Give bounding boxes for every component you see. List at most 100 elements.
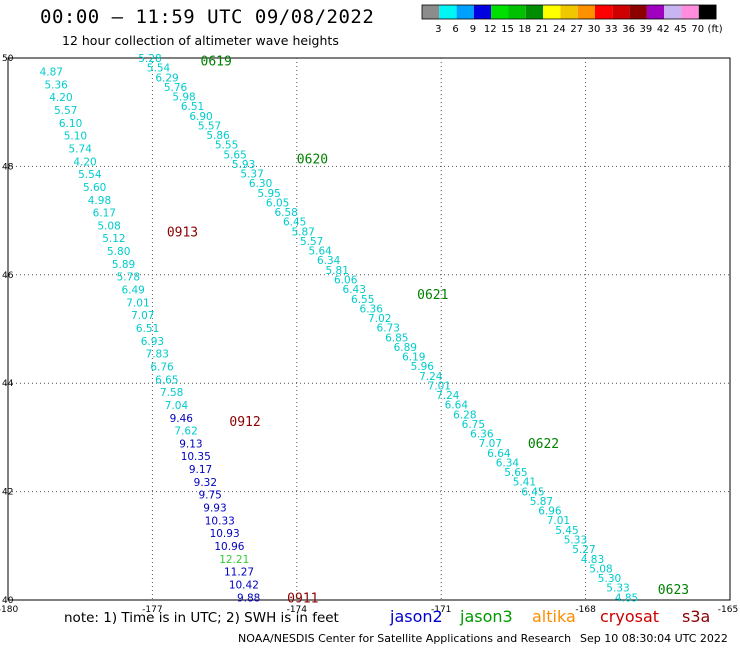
wave-height-value: 6.06 (334, 274, 358, 286)
wave-height-value: 7.01 (126, 297, 149, 309)
wave-height-value: 7.24 (436, 390, 460, 402)
wave-height-value: 6.34 (496, 457, 520, 469)
lon-tick-label: -177 (142, 605, 162, 615)
legend-label: 21 (536, 24, 549, 35)
legend-label: (ft) (708, 24, 723, 35)
wave-height-value: 7.62 (174, 426, 197, 438)
wave-height-value: 6.93 (141, 336, 164, 348)
legend-swatch (577, 5, 595, 19)
legend-swatch (612, 5, 630, 19)
satellite-jason2: jason2 (390, 607, 443, 626)
wave-height-value: 6.51 (136, 323, 159, 335)
legend-label: 3 (435, 24, 441, 35)
wave-height-value: 7.07 (479, 438, 502, 450)
wave-height-value: 7.01 (428, 380, 451, 392)
wave-height-value: 5.95 (257, 188, 280, 200)
wave-height-value: 10.93 (210, 528, 240, 540)
satellite-cryosat: cryosat (600, 607, 660, 626)
wave-height-value: 6.36 (470, 429, 494, 441)
wave-height-value: 5.93 (232, 159, 255, 171)
wave-height-value: 5.33 (564, 535, 587, 547)
satellite-s3a: s3a (682, 607, 711, 626)
wave-height-value: 5.28 (138, 53, 161, 65)
wave-height-value: 6.29 (155, 72, 178, 84)
wave-height-value: 4.20 (49, 92, 72, 104)
legend-label: 12 (484, 24, 497, 35)
pass-label: 0912 (229, 415, 260, 430)
wave-height-value: 6.75 (462, 419, 485, 431)
legend-swatch (595, 5, 613, 19)
wave-height-value: 5.12 (102, 233, 125, 245)
wave-height-value: 5.36 (44, 79, 68, 91)
wave-height-value: 5.55 (215, 140, 238, 152)
wave-height-value: 11.27 (224, 567, 254, 579)
lat-tick-label: 44 (2, 379, 14, 389)
wave-height-value: 6.10 (59, 118, 82, 130)
pass-label: 0619 (201, 55, 232, 70)
map-grid (7, 57, 731, 601)
wave-height-value: 5.78 (117, 272, 140, 284)
wave-height-value: 7.58 (160, 387, 183, 399)
wave-height-value: 6.45 (283, 217, 306, 229)
wave-height-value: 6.76 (150, 361, 174, 373)
wave-height-value: 6.58 (274, 207, 297, 219)
wave-height-value: 5.87 (291, 226, 314, 238)
legend-label: 9 (470, 24, 476, 35)
wave-height-value: 4.83 (581, 554, 604, 566)
footer-credit: NOAA/NESDIS Center for Satellite Applica… (238, 632, 572, 645)
wave-height-value: 6.30 (249, 178, 272, 190)
wave-height-value: 6.89 (394, 342, 417, 354)
legend-swatch (664, 5, 682, 19)
wave-height-value: 6.05 (266, 197, 289, 209)
wave-height-value: 9.17 (189, 464, 212, 476)
wave-height-value: 5.57 (198, 120, 221, 132)
wave-height-value: 6.43 (343, 284, 366, 296)
wave-height-value: 5.30 (598, 573, 621, 585)
wave-height-value: 6.73 (377, 323, 400, 335)
chart-title: 00:00 — 11:59 UTC 09/08/2022 (40, 6, 375, 28)
pass-label: 0623 (658, 583, 689, 598)
wave-height-value: 5.81 (326, 265, 349, 277)
wave-height-value: 7.07 (131, 310, 154, 322)
pass-label: 0620 (297, 152, 328, 167)
wave-height-value: 6.36 (360, 303, 384, 315)
wave-height-value: 7.83 (146, 349, 169, 361)
legend-swatch (439, 5, 457, 19)
legend-swatch (543, 5, 561, 19)
legend-swatch (646, 5, 665, 19)
wave-height-value: 9.88 (237, 592, 260, 604)
pass-label: 0913 (167, 225, 198, 240)
legend-label: 70 (691, 24, 704, 35)
lon-tick-label: -165 (718, 605, 738, 615)
legend-label: 15 (501, 24, 514, 35)
wave-height-value: 5.87 (530, 496, 553, 508)
legend-swatch (491, 5, 509, 19)
wave-height-value: 5.57 (300, 236, 323, 248)
wave-height-value: 5.65 (223, 149, 246, 161)
pass-label: 0622 (528, 437, 559, 452)
legend-label: 30 (588, 24, 601, 35)
wave-height-value: 9.13 (179, 438, 202, 450)
wave-height-value: 7.04 (165, 400, 189, 412)
wave-tracks: 5.285.546.295.765.986.516.905.575.865.55… (40, 53, 639, 604)
wave-height-value: 4.98 (88, 195, 111, 207)
satellite-altika: altika (532, 607, 576, 626)
legend-label: 45 (674, 24, 687, 35)
legend-swatch (629, 5, 647, 19)
wave-height-value: 9.32 (194, 477, 217, 489)
wave-height-value: 6.64 (487, 448, 511, 460)
wave-height-value: 5.41 (513, 477, 536, 489)
wave-height-value: 5.60 (83, 182, 106, 194)
wave-height-value: 10.42 (229, 579, 259, 591)
wave-height-value: 6.96 (538, 506, 562, 518)
wave-height-value: 4.87 (40, 67, 63, 79)
lat-tick-label: 46 (2, 271, 14, 281)
wave-height-value: 5.65 (504, 467, 527, 479)
wave-height-value: 5.76 (164, 82, 188, 94)
wave-height-value: 5.45 (555, 525, 578, 537)
legend-swatch (508, 5, 526, 19)
wave-height-value: 5.27 (572, 544, 595, 556)
lat-tick-label: 48 (2, 162, 14, 172)
legend-label: 42 (657, 24, 670, 35)
legend-label: 39 (640, 24, 653, 35)
